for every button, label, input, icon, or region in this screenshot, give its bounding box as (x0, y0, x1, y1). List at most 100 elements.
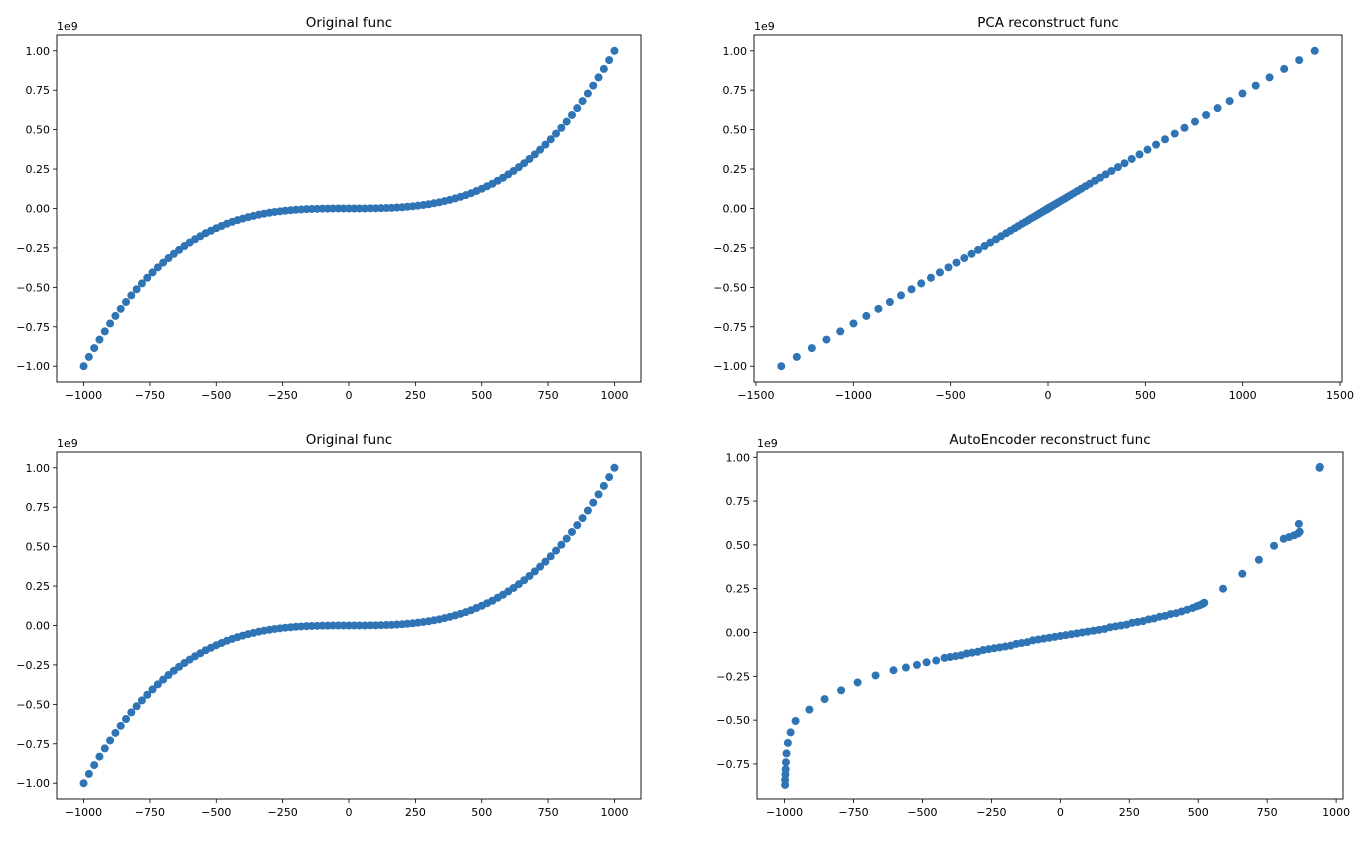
y-tick-label: −1.00 (713, 360, 747, 373)
data-point (536, 562, 545, 571)
data-point (159, 675, 168, 684)
data-point (95, 335, 104, 344)
scatter-series (781, 462, 1324, 789)
x-tick-label: 500 (471, 389, 492, 402)
x-tick-label: −1500 (737, 389, 774, 402)
data-point (952, 258, 961, 267)
data-point (546, 552, 555, 561)
data-point (520, 576, 529, 585)
data-point (917, 279, 926, 288)
data-point (849, 319, 858, 328)
y-tick-label: −0.25 (16, 659, 50, 672)
data-point (1127, 154, 1136, 163)
data-point (1254, 555, 1263, 564)
axis-ticks: −1000 −750 −500 −250 0 250 500 750 1000 1.00 0.75 0… (16, 462, 628, 819)
x-tick-label: −500 (201, 389, 231, 402)
data-point (836, 327, 845, 336)
x-tick-label: 750 (538, 806, 559, 819)
axis-ticks: −1000 −750 −500 −250 0 250 500 750 1000 1.00 0.75 0… (716, 451, 1350, 819)
data-point (1180, 123, 1189, 132)
data-point (573, 521, 582, 530)
data-point (1315, 462, 1324, 471)
x-tick-label: 1000 (600, 806, 628, 819)
data-point (610, 463, 619, 472)
x-tick-label: 0 (346, 806, 353, 819)
data-point (116, 304, 125, 313)
x-tick-label: −1000 (835, 389, 872, 402)
data-point (1191, 117, 1199, 126)
subplot-original-bottom: Original func 1e9 −1000 −750 −500 −250 0 250 5… (16, 432, 642, 819)
x-tick-label: 750 (538, 389, 559, 402)
data-point (520, 159, 529, 168)
data-point (935, 268, 944, 277)
data-point (786, 728, 795, 737)
data-point (79, 362, 88, 371)
data-point (1135, 150, 1144, 159)
data-point (605, 473, 614, 482)
data-point (164, 671, 173, 680)
x-tick-label: 250 (1119, 806, 1140, 819)
data-point (567, 110, 576, 119)
data-point (594, 490, 603, 499)
data-point (541, 140, 550, 149)
data-point (1202, 110, 1211, 119)
data-point (164, 254, 173, 263)
y-offset-text: 1e9 (754, 20, 775, 33)
x-tick-label: 1000 (1229, 389, 1257, 402)
y-tick-label: 0.50 (726, 539, 751, 552)
x-tick-label: −1000 (65, 806, 102, 819)
y-tick-label: −1.00 (16, 360, 50, 373)
data-point (106, 736, 115, 745)
y-tick-label: −0.25 (713, 242, 747, 255)
data-point (562, 117, 571, 126)
y-tick-label: 0.00 (26, 620, 51, 633)
data-point (783, 738, 792, 747)
data-point (1310, 46, 1319, 55)
y-tick-label: 0.75 (26, 84, 51, 97)
data-point (546, 135, 555, 144)
data-point (159, 258, 168, 267)
data-point (782, 749, 791, 758)
data-point (837, 686, 846, 695)
data-point (578, 514, 587, 523)
data-point (807, 344, 816, 353)
data-point (583, 89, 592, 98)
data-point (1265, 73, 1274, 82)
data-point (552, 546, 561, 555)
axis-ticks: −1500 −1000 −500 0 500 1000 1500 1.00 0.75 0.50 0.… (713, 45, 1354, 402)
data-point (599, 64, 608, 73)
data-point (530, 150, 539, 159)
x-tick-label: −750 (135, 806, 165, 819)
data-point (1143, 145, 1152, 154)
scatter-series (79, 46, 619, 371)
x-tick-label: 500 (1188, 806, 1209, 819)
data-point (153, 680, 162, 689)
data-point (974, 245, 983, 254)
y-tick-label: 0.00 (723, 203, 748, 216)
data-point (137, 696, 146, 705)
data-point (1213, 104, 1222, 113)
data-point (84, 352, 93, 361)
data-point (599, 481, 608, 490)
y-tick-label: 0.50 (26, 124, 51, 137)
data-point (822, 335, 831, 344)
subplot-title: Original func (306, 432, 392, 448)
axes-frame (56, 451, 642, 800)
x-tick-label: −750 (135, 389, 165, 402)
data-point (1152, 140, 1161, 149)
data-point (84, 769, 93, 778)
x-tick-label: 500 (471, 806, 492, 819)
data-point (932, 656, 941, 665)
y-tick-label: 0.00 (26, 203, 51, 216)
subplot-pca-reconstruct: PCA reconstruct func 1e9 −1500 −1000 −500 0… (713, 15, 1354, 402)
x-tick-label: −1000 (65, 389, 102, 402)
x-tick-label: −1000 (766, 806, 803, 819)
subplot-title: AutoEncoder reconstruct func (949, 432, 1150, 448)
data-point (122, 715, 131, 724)
y-tick-label: 0.25 (726, 583, 751, 596)
data-point (781, 758, 790, 767)
x-tick-label: −250 (268, 389, 298, 402)
data-point (922, 658, 931, 667)
